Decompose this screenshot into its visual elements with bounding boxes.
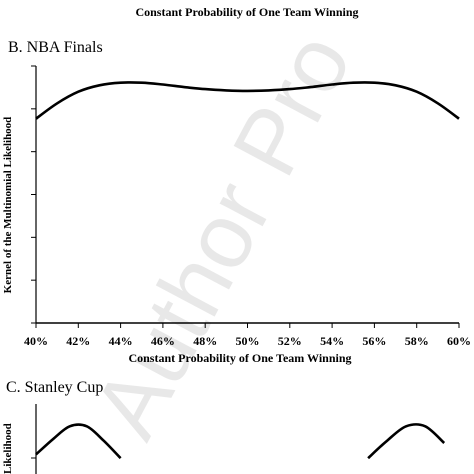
panel-c-y-axis-label: Likelihood <box>2 423 14 474</box>
panel-b-x-tick-label: 40% <box>24 334 48 348</box>
panel-b-x-tick-labels: 40% 42% 44% 46% 48% 50% 52% 54% 56% 58% 60% <box>24 334 471 348</box>
panel-b-x-tick-label: 58% <box>405 334 429 348</box>
panel-b-x-tick-label: 42% <box>66 334 90 348</box>
panel-b-x-axis-label: Constant Probability of One Team Winning <box>128 351 351 365</box>
panel-stanley-cup: C. Stanley Cup Likelihood <box>2 379 446 474</box>
top-axis-title: Constant Probability of One Team Winning <box>135 5 358 19</box>
panel-nba-finals: B. NBA Finals 40% 42% 44% 46% 48% 50% 52% 54% 56… <box>2 39 471 365</box>
panel-b-x-tick-label: 52% <box>278 334 302 348</box>
panel-b-x-tick-label: 48% <box>193 334 217 348</box>
panel-b-y-ticks <box>31 65 36 324</box>
panel-b-x-tick-label: 50% <box>236 334 260 348</box>
panel-b-x-tick-label: 44% <box>109 334 133 348</box>
panel-b-x-tick-label: 60% <box>447 334 471 348</box>
panel-b-label: B. NBA Finals <box>8 39 103 56</box>
panel-b-series-line <box>35 81 460 120</box>
panel-c-label: C. Stanley Cup <box>6 379 103 396</box>
panel-c-series-line <box>35 423 446 460</box>
panel-b-x-ticks <box>35 323 460 328</box>
panel-b-y-axis-label: Kernel of the Multinomial Likelihood <box>2 117 14 294</box>
panel-b-x-tick-label: 46% <box>151 334 175 348</box>
panel-b-x-tick-label: 54% <box>320 334 344 348</box>
panel-b-x-tick-label: 56% <box>362 334 386 348</box>
